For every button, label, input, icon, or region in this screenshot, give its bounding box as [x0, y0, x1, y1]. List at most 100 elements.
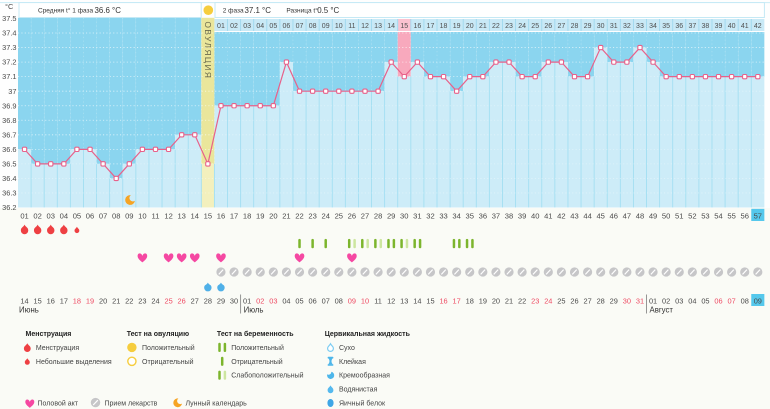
svg-text:37.4: 37.4	[2, 29, 16, 38]
svg-text:05: 05	[701, 296, 709, 305]
svg-text:Менструация: Менструация	[36, 345, 79, 352]
svg-text:44: 44	[583, 211, 591, 220]
svg-text:08: 08	[112, 211, 120, 220]
svg-text:22: 22	[492, 23, 500, 30]
svg-text:Положительный: Положительный	[142, 344, 195, 352]
svg-text:21: 21	[505, 296, 513, 305]
svg-text:45: 45	[596, 211, 604, 220]
svg-text:33: 33	[636, 23, 644, 30]
svg-text:23: 23	[138, 296, 146, 305]
svg-text:23: 23	[308, 211, 316, 220]
svg-text:05: 05	[295, 296, 303, 305]
svg-text:28: 28	[374, 211, 382, 220]
svg-text:12: 12	[164, 211, 172, 220]
svg-text:36.2: 36.2	[2, 203, 16, 212]
svg-text:37.1 °C: 37.1 °C	[245, 6, 272, 15]
svg-text:42: 42	[557, 211, 565, 220]
svg-text:57: 57	[754, 211, 762, 220]
svg-text:31: 31	[636, 296, 644, 305]
svg-text:24: 24	[321, 211, 329, 220]
svg-text:21: 21	[282, 211, 290, 220]
svg-text:32: 32	[426, 211, 434, 220]
svg-text:06: 06	[714, 296, 722, 305]
svg-text:01: 01	[649, 296, 657, 305]
svg-text:16: 16	[413, 23, 421, 30]
svg-text:24: 24	[518, 23, 526, 30]
svg-text:Клейкая: Клейкая	[339, 358, 366, 366]
svg-text:36.8: 36.8	[2, 116, 16, 125]
svg-text:47: 47	[623, 211, 631, 220]
svg-text:09: 09	[322, 23, 330, 30]
svg-text:37.3: 37.3	[2, 43, 16, 52]
svg-text:29: 29	[584, 23, 592, 30]
svg-text:02: 02	[256, 296, 264, 305]
svg-text:Цервикальная жидкость: Цервикальная жидкость	[325, 331, 411, 338]
svg-text:35: 35	[662, 23, 670, 30]
svg-text:05: 05	[269, 23, 277, 30]
svg-text:28: 28	[597, 296, 605, 305]
svg-text:41: 41	[741, 23, 749, 30]
svg-text:38: 38	[505, 211, 513, 220]
svg-text:55: 55	[727, 211, 735, 220]
svg-text:07: 07	[322, 296, 330, 305]
svg-text:14: 14	[20, 296, 28, 305]
svg-text:37.2: 37.2	[2, 58, 16, 67]
svg-text:Отрицательный: Отрицательный	[142, 358, 194, 366]
svg-text:13: 13	[177, 211, 185, 220]
svg-text:19: 19	[86, 296, 94, 305]
svg-text:30: 30	[623, 296, 631, 305]
svg-text:26: 26	[348, 211, 356, 220]
svg-text:20: 20	[466, 23, 474, 30]
svg-text:14: 14	[413, 296, 421, 305]
svg-text:27: 27	[583, 296, 591, 305]
svg-text:36.6 °C: 36.6 °C	[95, 6, 122, 15]
svg-text:02: 02	[662, 296, 670, 305]
svg-text:18: 18	[243, 211, 251, 220]
svg-text:39: 39	[518, 211, 526, 220]
svg-text:25: 25	[531, 23, 539, 30]
svg-text:18: 18	[466, 296, 474, 305]
svg-text:13: 13	[374, 23, 382, 30]
svg-text:20: 20	[269, 211, 277, 220]
svg-text:10: 10	[335, 23, 343, 30]
svg-text:29: 29	[387, 211, 395, 220]
svg-text:Средняя t° 1 фаза: Средняя t° 1 фаза	[38, 6, 94, 14]
svg-text:30: 30	[230, 296, 238, 305]
svg-text:36.3: 36.3	[2, 189, 16, 198]
svg-text:26: 26	[544, 23, 552, 30]
svg-text:38: 38	[702, 23, 710, 30]
svg-text:°C: °C	[5, 2, 14, 11]
svg-text:11: 11	[374, 296, 382, 305]
svg-text:06: 06	[283, 23, 291, 30]
svg-text:03: 03	[269, 296, 277, 305]
svg-text:Половой акт: Половой акт	[38, 400, 79, 408]
svg-text:56: 56	[740, 211, 748, 220]
svg-text:Прием лекарств: Прием лекарств	[105, 401, 158, 408]
svg-text:12: 12	[361, 23, 369, 30]
svg-text:06: 06	[309, 296, 317, 305]
svg-text:28: 28	[204, 296, 212, 305]
svg-text:36.7: 36.7	[2, 130, 16, 139]
svg-text:51: 51	[675, 211, 683, 220]
svg-text:Менструация: Менструация	[26, 331, 72, 338]
svg-text:Лунный календарь: Лунный календарь	[186, 400, 248, 408]
svg-text:11: 11	[348, 23, 355, 30]
svg-text:19: 19	[256, 211, 264, 220]
svg-text:28: 28	[571, 23, 579, 30]
svg-text:17: 17	[230, 211, 238, 220]
svg-text:ОВУЛЯЦИЯ: ОВУЛЯЦИЯ	[203, 22, 213, 80]
svg-text:46: 46	[610, 211, 618, 220]
svg-text:37.5: 37.5	[2, 14, 16, 23]
svg-text:29: 29	[217, 296, 225, 305]
svg-text:08: 08	[335, 296, 343, 305]
svg-text:27: 27	[191, 296, 199, 305]
svg-text:12: 12	[387, 296, 395, 305]
svg-text:19: 19	[479, 296, 487, 305]
svg-text:17: 17	[60, 296, 68, 305]
svg-text:04: 04	[282, 296, 290, 305]
svg-text:2 фаза: 2 фаза	[223, 7, 244, 14]
svg-text:07: 07	[296, 23, 304, 30]
svg-text:03: 03	[47, 211, 55, 220]
svg-text:21: 21	[479, 23, 487, 30]
svg-text:30: 30	[597, 23, 605, 30]
